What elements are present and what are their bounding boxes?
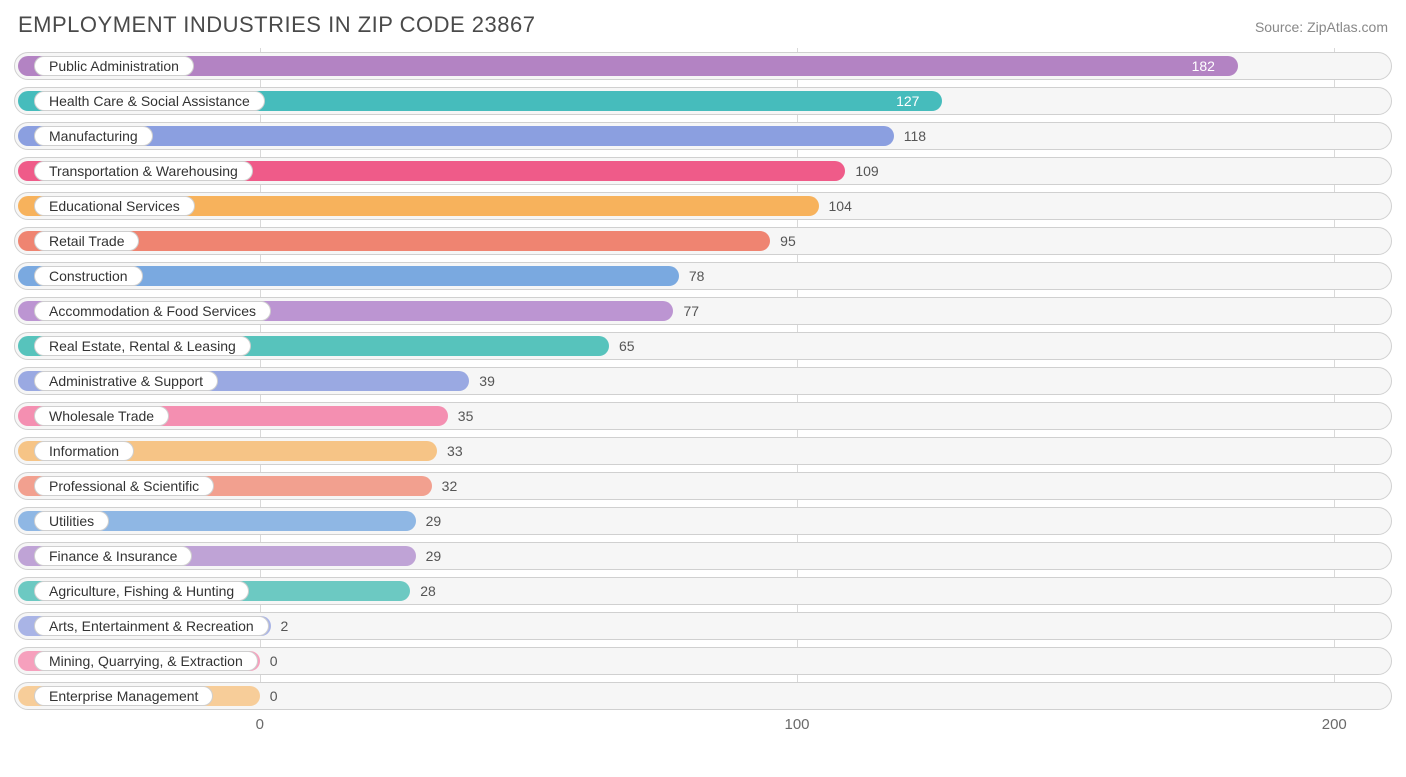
bar-row: Agriculture, Fishing & Hunting 28 xyxy=(14,577,1392,605)
bar-value: 29 xyxy=(426,542,442,570)
bar-row: Educational Services 104 xyxy=(14,192,1392,220)
bar-value: 35 xyxy=(458,402,474,430)
bar-row: Administrative & Support 39 xyxy=(14,367,1392,395)
bar-label: Professional & Scientific xyxy=(34,476,214,496)
bar-row: Wholesale Trade 35 xyxy=(14,402,1392,430)
bar-label: Agriculture, Fishing & Hunting xyxy=(34,581,249,601)
bar-label: Information xyxy=(34,441,134,461)
chart-container: EMPLOYMENT INDUSTRIES IN ZIP CODE 23867 … xyxy=(0,0,1406,777)
bar-fill xyxy=(18,56,1238,76)
bar-value: 33 xyxy=(447,437,463,465)
bar-row: Transportation & Warehousing 109 xyxy=(14,157,1392,185)
bar-value: 0 xyxy=(270,682,278,710)
bar-value: 2 xyxy=(281,612,289,640)
bar-label: Administrative & Support xyxy=(34,371,218,391)
bar-value: 78 xyxy=(689,262,705,290)
bar-value: 32 xyxy=(442,472,458,500)
bar-value: 77 xyxy=(683,297,699,325)
bar-label: Transportation & Warehousing xyxy=(34,161,253,181)
bar-label: Mining, Quarrying, & Extraction xyxy=(34,651,258,671)
bar-value: 28 xyxy=(420,577,436,605)
axis-tick: 200 xyxy=(1322,716,1347,733)
bar-label: Wholesale Trade xyxy=(34,406,169,426)
bar-value: 29 xyxy=(426,507,442,535)
axis-tick: 100 xyxy=(785,716,810,733)
bar-label: Utilities xyxy=(34,511,109,531)
bar-row: Information 33 xyxy=(14,437,1392,465)
axis-tick: 0 xyxy=(256,716,264,733)
chart-source: Source: ZipAtlas.com xyxy=(1255,19,1388,35)
bar-row: Professional & Scientific 32 xyxy=(14,472,1392,500)
bar-label: Enterprise Management xyxy=(34,686,213,706)
bar-row: Mining, Quarrying, & Extraction 0 xyxy=(14,647,1392,675)
bar-row: Manufacturing 118 xyxy=(14,122,1392,150)
bar-row: Accommodation & Food Services 77 xyxy=(14,297,1392,325)
bar-label: Retail Trade xyxy=(34,231,139,251)
bar-row: Real Estate, Rental & Leasing 65 xyxy=(14,332,1392,360)
chart-header: EMPLOYMENT INDUSTRIES IN ZIP CODE 23867 … xyxy=(14,12,1392,38)
bar-row: Utilities 29 xyxy=(14,507,1392,535)
bar-row: Retail Trade 95 xyxy=(14,227,1392,255)
bar-value: 127 xyxy=(896,87,919,115)
bar-label: Educational Services xyxy=(34,196,195,216)
bar-value: 65 xyxy=(619,332,635,360)
bar-row: Public Administration 182 xyxy=(14,52,1392,80)
bar-value: 118 xyxy=(904,122,926,150)
bar-label: Real Estate, Rental & Leasing xyxy=(34,336,251,356)
bar-value: 104 xyxy=(829,192,852,220)
chart-title: EMPLOYMENT INDUSTRIES IN ZIP CODE 23867 xyxy=(18,12,536,38)
bar-label: Accommodation & Food Services xyxy=(34,301,271,321)
bar-label: Manufacturing xyxy=(34,126,153,146)
bar-row: Arts, Entertainment & Recreation 2 xyxy=(14,612,1392,640)
bar-value: 95 xyxy=(780,227,796,255)
bar-value: 39 xyxy=(479,367,495,395)
bar-row: Finance & Insurance 29 xyxy=(14,542,1392,570)
chart-x-axis: 0 100 200 xyxy=(14,714,1392,736)
bar-row: Construction 78 xyxy=(14,262,1392,290)
bar-label: Construction xyxy=(34,266,143,286)
bar-value: 0 xyxy=(270,647,278,675)
bar-label: Finance & Insurance xyxy=(34,546,192,566)
bar-value: 182 xyxy=(1192,52,1215,80)
bar-value: 109 xyxy=(855,157,878,185)
bar-label: Health Care & Social Assistance xyxy=(34,91,265,111)
chart-plot: Public Administration 182 Health Care & So… xyxy=(14,48,1392,736)
bar-row: Health Care & Social Assistance 127 xyxy=(14,87,1392,115)
bar-label: Public Administration xyxy=(34,56,194,76)
chart-bars: Public Administration 182 Health Care & So… xyxy=(14,52,1392,710)
bar-label: Arts, Entertainment & Recreation xyxy=(34,616,269,636)
bar-row: Enterprise Management 0 xyxy=(14,682,1392,710)
